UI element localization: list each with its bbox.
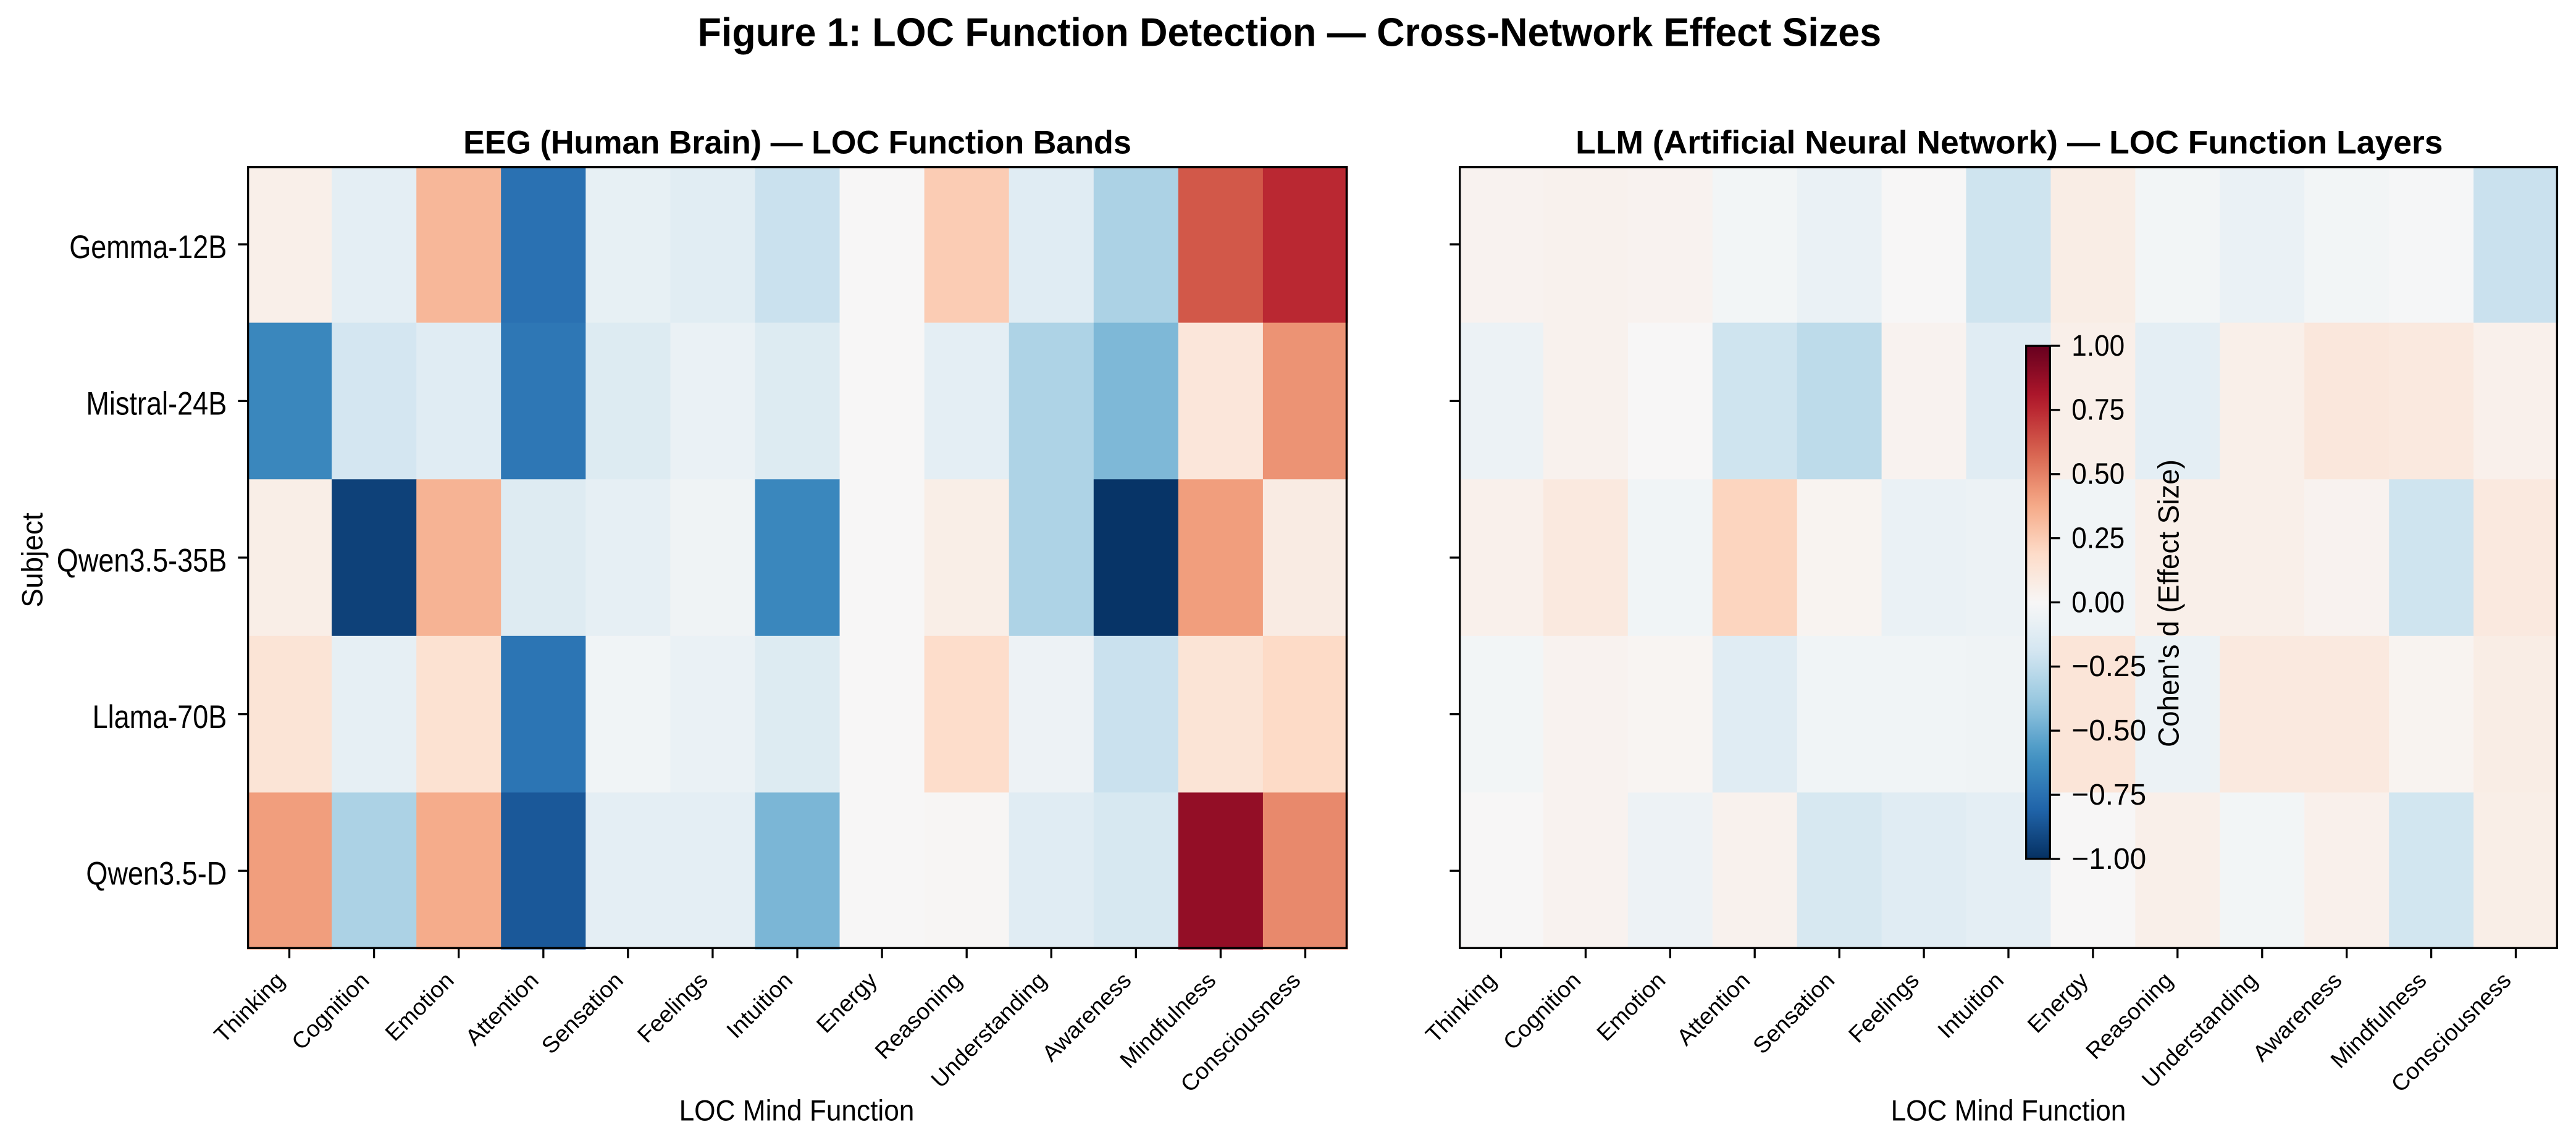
- svg-text:Gemma-12B: Gemma-12B: [69, 229, 227, 266]
- svg-text:1.00: 1.00: [2071, 329, 2125, 362]
- svg-text:Qwen3.5-35B: Qwen3.5-35B: [57, 542, 227, 579]
- svg-text:Qwen3.5-D: Qwen3.5-D: [86, 856, 227, 892]
- svg-text:Subject: Subject: [16, 513, 49, 608]
- svg-text:0.75: 0.75: [2071, 393, 2125, 427]
- svg-text:−0.50: −0.50: [2071, 714, 2146, 747]
- svg-text:EEG (Human Brain) — LOC Functi: EEG (Human Brain) — LOC Function Bands: [463, 125, 1131, 161]
- svg-text:LOC Mind Function: LOC Mind Function: [679, 1094, 915, 1127]
- svg-text:−0.75: −0.75: [2071, 778, 2146, 811]
- svg-text:LLM (Artificial Neural Network: LLM (Artificial Neural Network) — LOC Fu…: [1575, 125, 2443, 161]
- svg-text:LOC Mind Function: LOC Mind Function: [1891, 1094, 2126, 1127]
- svg-text:Llama-70B: Llama-70B: [93, 699, 227, 735]
- svg-text:0.50: 0.50: [2071, 458, 2125, 491]
- svg-text:0.25: 0.25: [2071, 521, 2125, 555]
- svg-text:−0.25: −0.25: [2071, 650, 2146, 683]
- svg-text:Mistral-24B: Mistral-24B: [86, 386, 227, 422]
- svg-text:Figure 1: LOC Function Detecti: Figure 1: LOC Function Detection — Cross…: [698, 10, 1882, 55]
- svg-text:−1.00: −1.00: [2071, 842, 2146, 876]
- svg-text:Cohen's d (Effect Size): Cohen's d (Effect Size): [2153, 459, 2186, 747]
- svg-text:0.00: 0.00: [2071, 585, 2125, 619]
